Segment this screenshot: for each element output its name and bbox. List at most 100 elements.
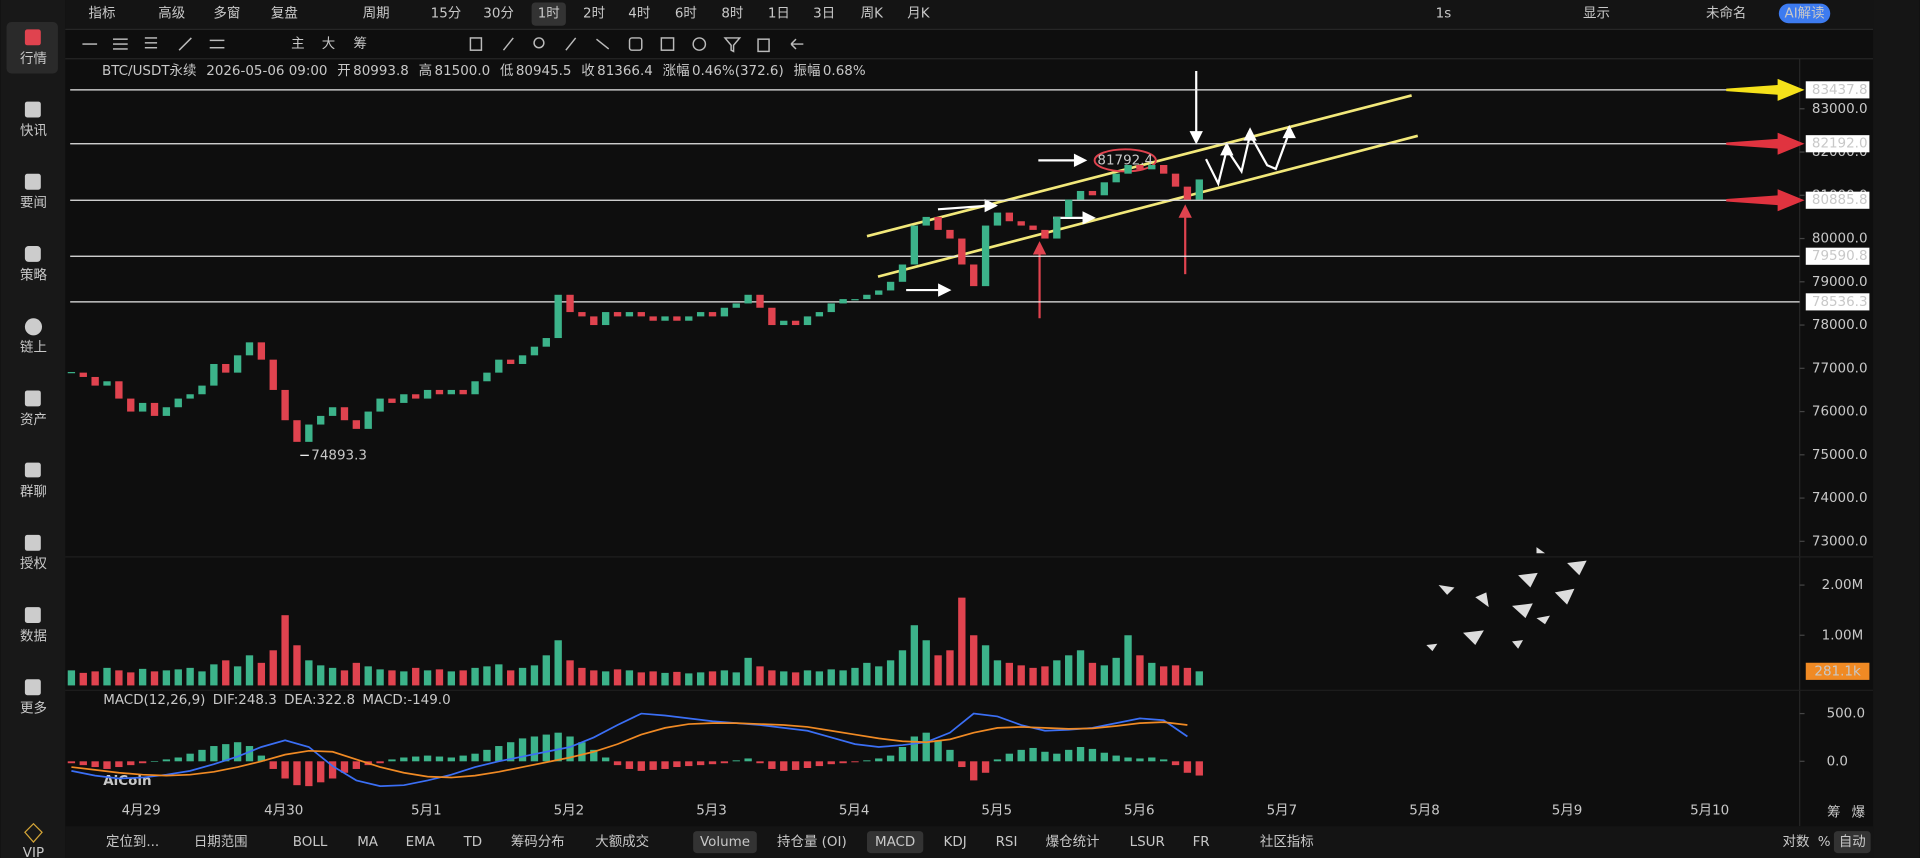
volume-bar xyxy=(970,635,978,686)
toolbar-item[interactable]: 显示 xyxy=(1583,6,1610,21)
sidebar-item[interactable]: 群聊 xyxy=(20,484,47,500)
period-button[interactable]: 6时 xyxy=(675,5,697,21)
indicator-button[interactable]: 持仓量 (OI) xyxy=(777,834,847,850)
volume-bar xyxy=(1124,635,1132,686)
candle xyxy=(1029,225,1037,230)
volume-bar xyxy=(483,666,491,686)
macd-bar xyxy=(376,761,384,764)
period-button[interactable]: 3日 xyxy=(813,6,835,21)
volume-bar xyxy=(981,645,990,686)
toolbar-item[interactable]: AI解读 xyxy=(1784,5,1824,21)
macd-bar xyxy=(934,740,942,762)
macd-bar xyxy=(257,755,266,762)
candle xyxy=(198,385,206,395)
volume-bar xyxy=(1159,666,1168,686)
sidebar-item[interactable]: 授权 xyxy=(20,555,47,572)
sidebar-item[interactable]: 链上 xyxy=(20,340,47,356)
volume-bar xyxy=(186,667,194,686)
macd-bar xyxy=(815,761,824,767)
decoration-birds xyxy=(1426,547,1587,652)
period-button[interactable]: 月K xyxy=(907,6,930,21)
x-tick-label: 5月10 xyxy=(1690,803,1729,818)
macd-bar xyxy=(590,749,598,762)
indicator-active xyxy=(693,831,757,854)
period-button[interactable]: 30分 xyxy=(483,5,514,21)
sidebar-item[interactable]: 资产 xyxy=(20,412,47,428)
period-button[interactable]: 1时 xyxy=(538,5,560,21)
macd-bar xyxy=(518,738,527,762)
period-button[interactable]: 1日 xyxy=(768,6,790,21)
period-button[interactable]: 周K xyxy=(861,6,884,21)
sidebar-item[interactable]: VIP xyxy=(23,846,44,858)
sidebar-item[interactable]: 要闻 xyxy=(20,195,47,211)
volume-bar xyxy=(1136,655,1144,686)
volume-bar xyxy=(1112,657,1120,686)
indicator-button[interactable]: BOLL xyxy=(293,835,328,850)
volume-bar xyxy=(340,670,349,686)
macd-bar xyxy=(625,761,634,769)
y-tick-label: 79000.0 xyxy=(1812,275,1868,290)
candle xyxy=(507,359,515,364)
volume-bar xyxy=(1171,665,1180,686)
macd-bar xyxy=(1088,748,1097,762)
macd-bar xyxy=(328,761,337,779)
indicator-button[interactable]: 社区指标 xyxy=(1260,834,1314,850)
top-toolbar-bg xyxy=(65,0,1874,30)
candle xyxy=(898,264,907,282)
period-button[interactable]: 15分 xyxy=(431,5,462,21)
indicator-button[interactable]: MA xyxy=(357,835,379,850)
indicator-button[interactable]: 筹码分布 xyxy=(511,833,565,850)
volume-bar xyxy=(257,662,266,686)
info-text: 81366.4 xyxy=(597,64,653,79)
sidebar-item[interactable]: 策略 xyxy=(20,266,47,283)
candle xyxy=(886,281,895,291)
sidebar-item[interactable]: 行情 xyxy=(20,51,47,67)
indicator-button[interactable]: 大额成交 xyxy=(595,833,649,850)
macd-bar xyxy=(174,757,182,762)
candle xyxy=(815,312,824,317)
volume-bar xyxy=(91,671,99,686)
indicator-button[interactable]: Volume xyxy=(700,835,750,850)
candle xyxy=(1100,182,1108,196)
macd-legend: DEA:322.8 xyxy=(284,693,355,708)
candle xyxy=(839,299,847,304)
sidebar-item[interactable]: 更多 xyxy=(20,700,47,717)
macd-bar xyxy=(340,761,349,773)
indicator-button[interactable]: FR xyxy=(1193,835,1210,850)
volume-bar xyxy=(423,670,432,686)
period-button[interactable]: 2时 xyxy=(583,5,605,21)
indicator-button[interactable]: LSUR xyxy=(1130,835,1165,850)
indicator-button[interactable]: MACD xyxy=(875,835,915,850)
macd-bar xyxy=(875,758,883,762)
candle xyxy=(1076,190,1085,200)
level-label: 78536.3 xyxy=(1812,295,1868,310)
y-tick-label: 77000.0 xyxy=(1812,361,1868,376)
candle xyxy=(174,398,182,408)
level-label: 79590.8 xyxy=(1812,249,1868,264)
indicator-button[interactable]: EMA xyxy=(406,835,436,850)
volume-bar xyxy=(898,650,907,686)
indicator-button[interactable]: RSI xyxy=(996,835,1018,850)
toolbar-item[interactable]: 1s xyxy=(1436,6,1452,21)
macd-bar xyxy=(530,736,539,762)
volume-bar xyxy=(780,671,788,686)
candle xyxy=(566,294,574,313)
volume-bar xyxy=(447,671,455,686)
volume-bar xyxy=(1005,662,1013,686)
volume-bar xyxy=(435,669,444,686)
period-button[interactable]: 8时 xyxy=(721,5,743,21)
candle xyxy=(696,312,705,317)
sidebar-item[interactable]: 快讯 xyxy=(20,123,47,139)
indicator-button[interactable]: KDJ xyxy=(944,835,967,850)
volume-bar xyxy=(530,665,539,686)
indicator-button[interactable]: 爆仓统计 xyxy=(1046,834,1100,850)
candle xyxy=(1148,165,1156,170)
y-tick-label: 0.0 xyxy=(1827,754,1848,769)
sidebar-item[interactable]: 数据 xyxy=(20,628,47,644)
volume-bar xyxy=(1088,662,1097,686)
period-button[interactable]: 4时 xyxy=(628,5,650,21)
macd-bar xyxy=(708,761,717,765)
indicator-button[interactable]: TD xyxy=(463,835,483,850)
toolbar-item[interactable]: 未命名 xyxy=(1706,4,1746,21)
